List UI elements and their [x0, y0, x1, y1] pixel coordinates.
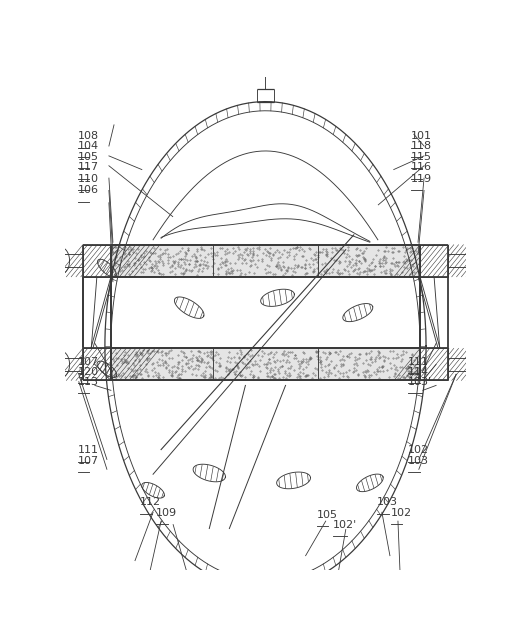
Text: 107: 107	[78, 456, 99, 466]
Text: 116: 116	[411, 162, 432, 172]
Text: 115: 115	[411, 152, 432, 162]
Text: 111: 111	[78, 445, 98, 456]
Text: 117: 117	[78, 162, 99, 172]
Text: 105: 105	[316, 510, 338, 520]
Bar	[83, 245, 111, 277]
Text: 107: 107	[78, 356, 99, 367]
Text: 113: 113	[78, 377, 98, 387]
Text: 103: 103	[377, 497, 398, 507]
Bar	[420, 245, 448, 277]
Bar	[83, 349, 111, 381]
Text: 108: 108	[78, 131, 99, 141]
Text: 102': 102'	[333, 520, 357, 530]
Text: 103': 103'	[408, 377, 432, 387]
Text: 114: 114	[408, 367, 429, 376]
Text: 102: 102	[408, 445, 429, 456]
Bar	[111, 245, 420, 277]
Text: 109: 109	[156, 508, 177, 518]
Text: 110: 110	[78, 174, 98, 184]
Text: 103: 103	[408, 456, 429, 466]
Text: 101: 101	[411, 131, 432, 141]
Text: 112: 112	[140, 497, 161, 507]
Text: 104: 104	[78, 141, 99, 151]
Text: 118: 118	[411, 141, 432, 151]
Bar	[420, 349, 448, 381]
Text: 102: 102	[391, 508, 412, 518]
Text: 120: 120	[78, 367, 99, 376]
Text: 119: 119	[411, 174, 432, 184]
Bar	[111, 349, 420, 381]
Text: 106: 106	[78, 185, 98, 196]
Text: 105: 105	[78, 152, 98, 162]
Text: 111: 111	[408, 356, 429, 367]
